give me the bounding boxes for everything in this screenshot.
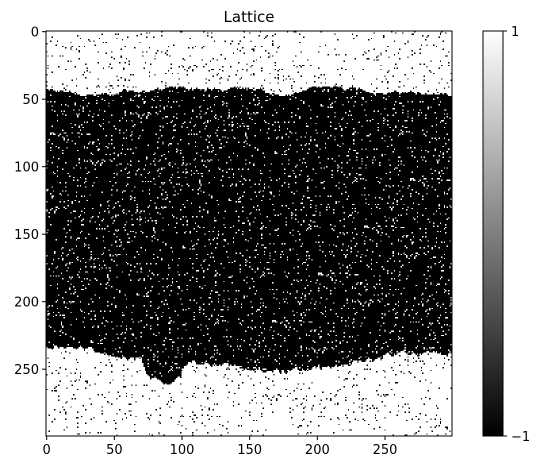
y-tick-label: 200 xyxy=(14,296,39,311)
y-tick-label: 0 xyxy=(31,26,39,41)
y-tick-label: 250 xyxy=(14,363,39,378)
plot-frame xyxy=(45,30,453,437)
lattice-pixels xyxy=(46,31,452,436)
colorbar-tick-label-min: −1 xyxy=(511,430,530,445)
x-tick-label: 100 xyxy=(170,443,195,458)
y-tick-label: 50 xyxy=(22,93,39,108)
x-tick-label: 150 xyxy=(237,443,262,458)
x-tick-label: 200 xyxy=(305,443,330,458)
y-tick-label: 150 xyxy=(14,228,39,243)
y-axis: 0 50 100 150 200 250 xyxy=(14,26,46,378)
lattice-image xyxy=(46,31,452,436)
x-tick-label: 0 xyxy=(43,443,51,458)
chart-title: Lattice xyxy=(224,8,275,26)
x-tick-label: 50 xyxy=(106,443,123,458)
colorbar xyxy=(482,30,504,437)
x-axis: 0 50 100 150 200 250 xyxy=(43,436,398,458)
colorbar-tick-label-max: 1 xyxy=(511,25,519,40)
y-tick-label: 100 xyxy=(14,161,39,176)
x-tick-label: 250 xyxy=(373,443,398,458)
